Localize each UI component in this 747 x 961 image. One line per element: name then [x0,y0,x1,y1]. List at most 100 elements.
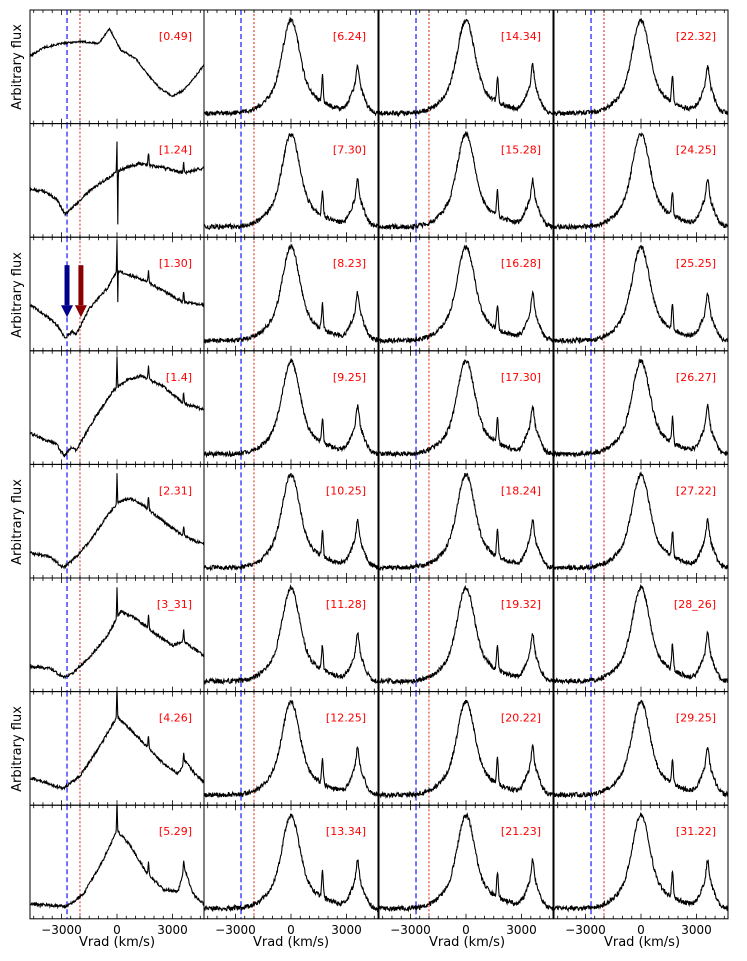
panel-plot-730 [204,123,378,238]
x-tick-label: 0 [287,923,295,937]
y-axis-label-row-1: Arbitrary flux [10,24,25,110]
spectrum-line [379,812,553,913]
spectrum-line [379,130,553,231]
y-axis-label-row-3: Arbitrary flux [10,252,25,338]
panel-plot-1025 [204,464,378,578]
panel-plot-2722 [554,464,728,578]
epoch-label-2925: [29.25] [676,712,716,725]
spectrum-line [554,18,728,117]
panel-plot-624 [204,10,378,124]
spectrum-line [204,243,378,345]
panel-frame-730 [203,123,379,238]
panel-plot-3122 [554,805,728,919]
x-tick-label: 3000 [506,923,537,937]
panel-frame-1128 [203,577,379,693]
panel-plot-2525 [554,237,728,351]
panel-plot-1128 [204,578,378,692]
panel-frame-2232 [553,9,729,125]
x-tick-label: −3000 [41,923,82,937]
spectrum-line [30,691,204,791]
panel-frame-1730 [378,350,554,465]
panel-plot-1528 [379,123,553,238]
spectrum-line [30,356,204,458]
arrow-head-red [74,305,87,318]
panel-plot-1334 [204,805,378,919]
epoch-label-124: [1.24] [159,144,192,157]
x-tick-label: 0 [462,923,470,937]
panel-frame-1434 [378,9,554,125]
epoch-label-1628: [16.28] [501,257,541,270]
spectrum-line [204,358,378,459]
epoch-label-2627: [26.27] [676,371,716,384]
epoch-label-730: [7.30] [333,144,366,157]
panel-plot-049 [30,10,204,124]
panel-frame-1628 [378,236,554,352]
panel-plot-331 [30,578,204,692]
spectrum-line [30,587,204,680]
panel-frame-3122 [553,804,729,920]
panel-frame-1334 [203,804,379,920]
epoch-label-2232: [22.32] [676,30,716,43]
spectrum-line [30,27,204,98]
x-axis-label-col-4: Vrad (km/s) [604,935,680,950]
panel-frame-2425 [553,123,729,238]
panel-plot-2627 [554,350,728,465]
spectrum-line [554,470,728,572]
panel-plot-925 [204,350,378,465]
epoch-label-925: [9.25] [333,371,366,384]
epoch-label-823: [8.23] [333,257,366,270]
panel-frame-049 [29,9,205,125]
epoch-label-2525: [25.25] [676,257,716,270]
epoch-label-624: [6.24] [333,30,366,43]
panel-frame-1932 [378,577,554,693]
epoch-label-1025: [10.25] [326,484,366,497]
epoch-label-049: [0.49] [159,30,192,43]
spectrum-line [554,132,728,231]
panel-plot-2925 [554,691,728,806]
arrow-head-blue [61,305,74,318]
spectrum-line [554,583,728,685]
panel-frame-1225 [203,691,379,806]
panel-frame-2022 [378,691,554,806]
arrow-shaft-blue [64,265,70,306]
epoch-label-2123: [21.23] [501,825,541,838]
spectrum-line [204,813,378,913]
epoch-label-426: [4.26] [159,712,192,725]
y-axis-label-row-5: Arbitrary flux [10,479,25,565]
epoch-label-2826: [28_26] [674,598,716,611]
epoch-label-529: [5.29] [159,825,192,838]
panel-frame-2925 [553,691,729,806]
panel-plot-1730 [379,350,553,465]
spectrum-line [379,584,553,686]
spectrum-line [554,245,728,345]
epoch-label-1528: [15.28] [501,144,541,157]
panel-plot-1628 [379,237,553,351]
x-tick-label: −3000 [390,923,431,937]
panel-frame-1025 [203,463,379,579]
panel-frame-529 [29,804,205,920]
epoch-label-2425: [24.25] [676,144,716,157]
x-axis-label-col-3: Vrad (km/s) [429,935,505,950]
x-tick-label: 3000 [681,923,712,937]
epoch-label-2022: [20.22] [501,712,541,725]
epoch-label-3122: [31.22] [676,825,716,838]
spectrum-line [204,472,378,572]
panel-plot-231 [30,464,204,578]
epoch-label-1824: [18.24] [501,484,541,497]
panel-plot-529 [30,805,204,919]
panel-plot-130 [30,237,204,351]
panel-frame-2525 [553,236,729,352]
x-tick-label: −3000 [215,923,256,937]
panel-plot-2022 [379,691,553,806]
panel-frame-2722 [553,463,729,579]
epoch-label-2722: [27.22] [676,484,716,497]
panel-plot-2826 [554,578,728,692]
panel-plot-2232 [554,10,728,124]
x-tick-label: 0 [637,923,645,937]
panel-frame-1824 [378,463,554,579]
panel-plot-1225 [204,691,378,806]
x-axis-label-col-1: Vrad (km/s) [79,935,155,950]
panel-plot-2425 [554,123,728,238]
spectrum-line [204,584,378,686]
